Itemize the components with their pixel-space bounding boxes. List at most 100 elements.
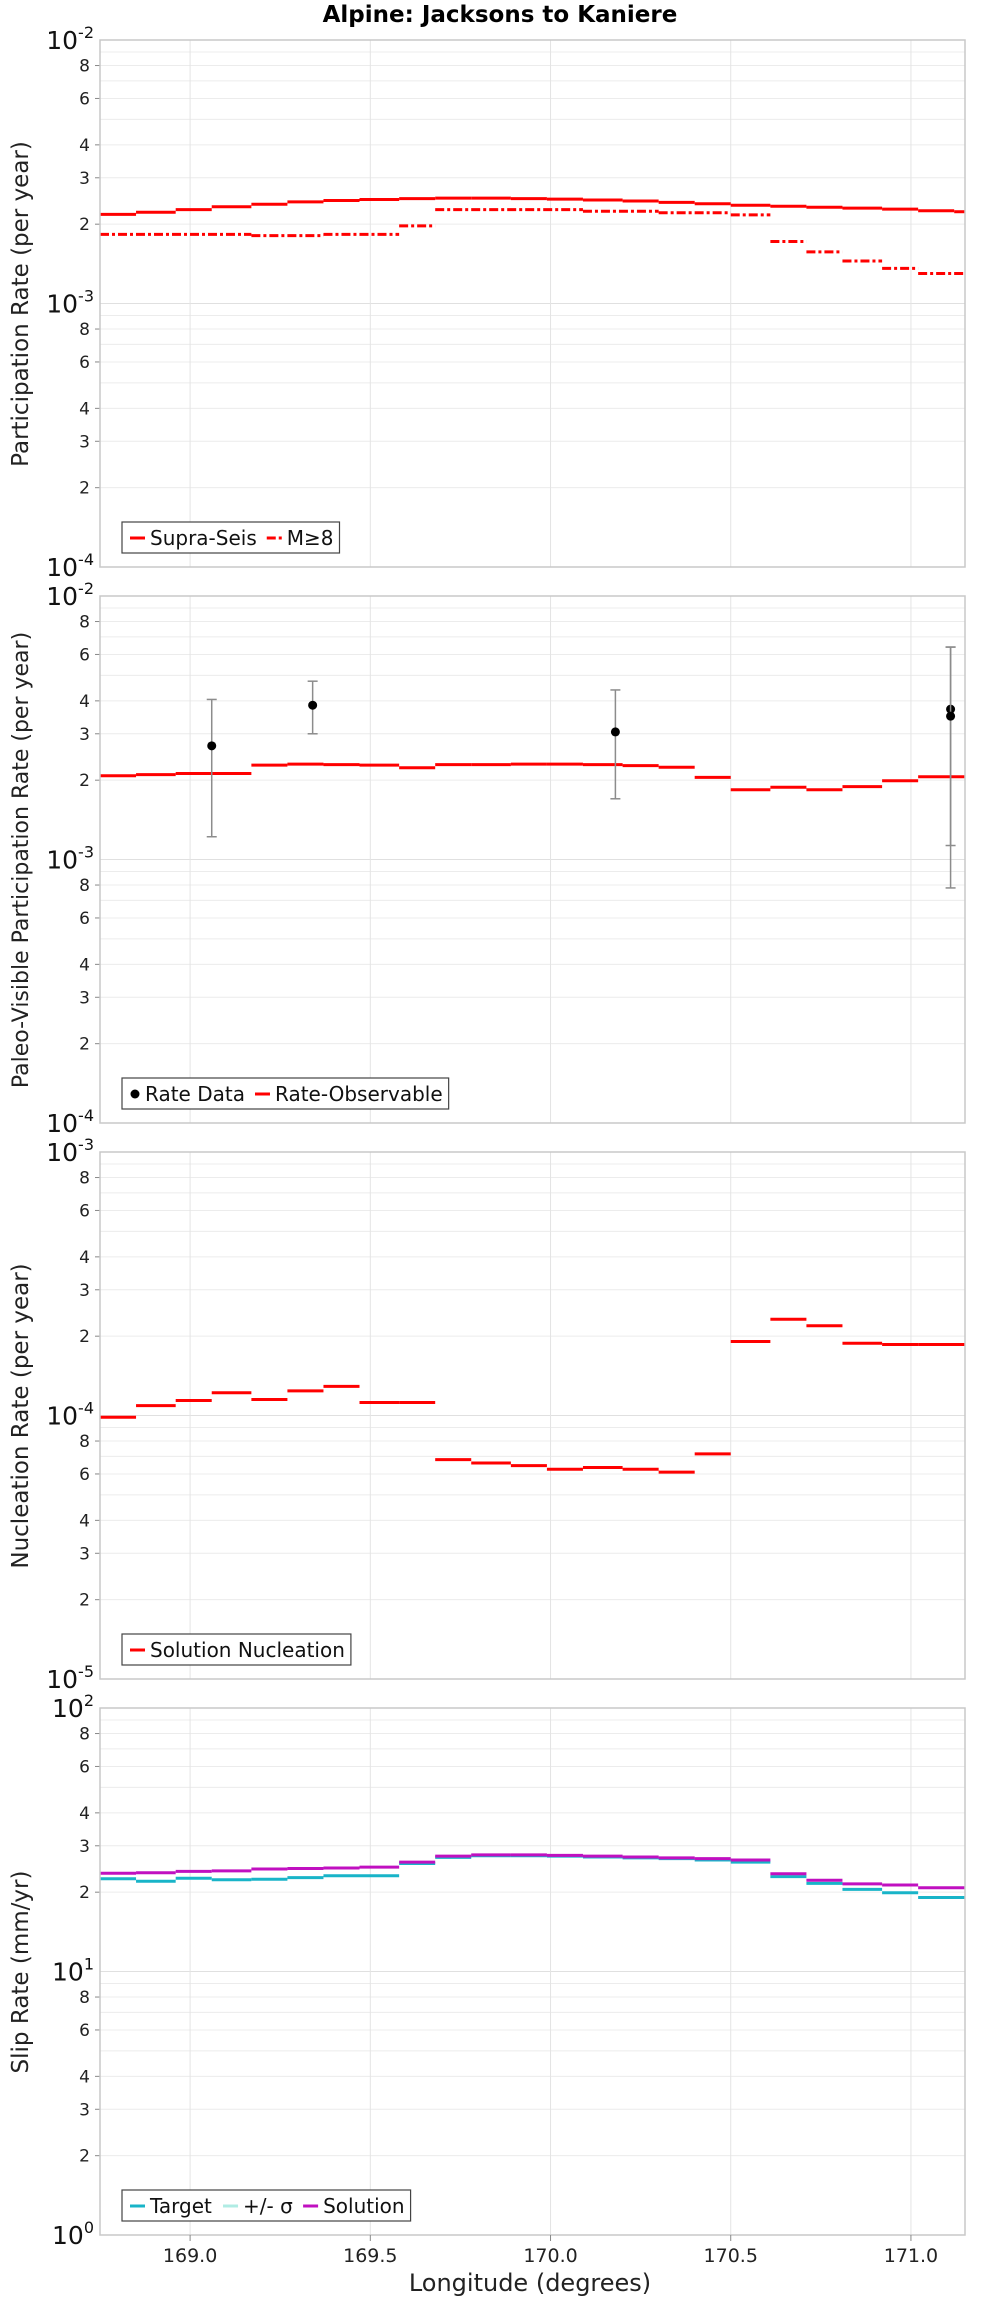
y-minor-tick-label: 4 [79, 2067, 90, 2087]
y-major-tick-exponent: -4 [78, 550, 94, 569]
x-tick-label: 170.0 [523, 2245, 577, 2267]
legend-label: Rate-Observable [275, 1082, 443, 1106]
legend: Supra-Seis M≥8 [121, 521, 341, 554]
y-minor-tick-label: 6 [79, 2021, 90, 2041]
y-minor-tick-label: 8 [79, 1169, 90, 1189]
plot-border [99, 1151, 966, 1680]
y-major-tick-exponent: -3 [78, 1135, 94, 1154]
y-minor-tick-label: 2 [79, 2147, 90, 2167]
legend-label: Solution Nucleation [150, 1638, 345, 1662]
y-minor-tick-label: 3 [79, 1837, 90, 1857]
y-minor-tick-label: 8 [79, 1988, 90, 2008]
y-minor-tick-label: 8 [79, 1725, 90, 1745]
data-marker [207, 741, 217, 751]
y-axis-label: Participation Rate (per year) [8, 141, 34, 467]
y-minor-tick-label: 4 [79, 1248, 90, 1268]
y-minor-tick-label: 8 [79, 1432, 90, 1452]
y-major-tick-exponent: -2 [78, 23, 94, 42]
y-major-tick-label: 101 [52, 1955, 94, 1987]
y-minor-tick-label: 2 [79, 771, 90, 791]
y-minor-tick-label: 2 [79, 1591, 90, 1611]
y-minor-tick-label: 6 [79, 1201, 90, 1221]
y-major-tick-base: 10 [52, 1958, 84, 1987]
y-major-tick-base: 10 [46, 846, 78, 875]
y-major-tick-label: 100 [52, 2218, 94, 2250]
series-m-8 [100, 208, 965, 275]
y-major-tick-base: 10 [46, 1138, 78, 1167]
y-major-tick-base: 10 [52, 2221, 84, 2250]
y-major-tick-exponent: 1 [84, 1955, 94, 1974]
y-major-tick-exponent: -3 [78, 287, 94, 306]
y-major-tick-label: 102 [52, 1691, 94, 1723]
y-major-tick-exponent: -5 [78, 1662, 94, 1681]
y-axis-label: Paleo-Visible Participation Rate (per ye… [9, 632, 34, 1088]
y-major-tick-exponent: 2 [84, 1691, 94, 1710]
x-axis-label: Longitude (degrees) [409, 2269, 651, 2297]
rate-data-point [610, 689, 621, 800]
y-major-tick-base: 10 [46, 26, 78, 55]
y-major-tick-base: 10 [46, 582, 78, 611]
y-minor-tick-label: 2 [79, 1035, 90, 1055]
y-major-tick-base: 10 [52, 1694, 84, 1723]
legend-label: +/- σ [243, 2194, 293, 2218]
series-solution [100, 1853, 965, 1890]
legend-label: Supra-Seis [150, 526, 257, 550]
y-minor-tick-label: 3 [79, 1544, 90, 1564]
legend-marker [130, 1089, 140, 1099]
x-tick-label: 169.5 [343, 2245, 397, 2267]
y-minor-tick-label: 6 [79, 1465, 90, 1485]
y-minor-tick-label: 8 [79, 320, 90, 340]
data-marker [946, 711, 956, 721]
y-major-tick-exponent: -2 [78, 579, 94, 598]
y-major-tick-label: 10-2 [46, 23, 94, 55]
plot-border [99, 1707, 966, 2236]
series-solution-nucleation [100, 1317, 965, 1474]
y-major-tick-label: 10-4 [46, 550, 94, 582]
y-minor-tick-label: 3 [79, 169, 90, 189]
y-major-tick-label: 10-3 [46, 1135, 94, 1167]
series-supra-seis [100, 196, 965, 216]
legend-box [121, 1633, 352, 1666]
x-axis: 169.0 169.5 170.0 170.5 171.0 [163, 2235, 938, 2267]
y-major-tick-label: 10-4 [46, 1399, 94, 1431]
y-minor-tick-label: 3 [79, 2100, 90, 2120]
legend: Target +/- σ Solution [121, 2189, 412, 2222]
legend-label: Target [149, 2194, 212, 2218]
chart-title: Alpine: Jacksons to Kaniere [323, 2, 678, 28]
series-rate-observable [100, 762, 965, 792]
legend-label: Rate Data [145, 1082, 245, 1106]
x-tick-label: 170.5 [704, 2245, 758, 2267]
y-major-tick-base: 10 [46, 553, 78, 582]
y-major-tick-base: 10 [46, 1109, 78, 1138]
y-minor-tick-label: 6 [79, 1757, 90, 1777]
y-major-tick-base: 10 [46, 290, 78, 319]
y-minor-tick-label: 4 [79, 955, 90, 975]
rate-data-point [206, 698, 217, 838]
y-minor-tick-label: 3 [79, 1281, 90, 1301]
rate-data-point [945, 646, 956, 889]
y-minor-tick-label: 3 [79, 432, 90, 452]
y-major-tick-exponent: -4 [78, 1106, 94, 1125]
y-major-tick-base: 10 [46, 1665, 78, 1694]
legend: Solution Nucleation [121, 1633, 352, 1666]
y-minor-tick-label: 8 [79, 876, 90, 896]
y-major-tick-exponent: -4 [78, 1399, 94, 1418]
y-minor-tick-label: 8 [79, 57, 90, 77]
y-minor-tick-label: 2 [79, 215, 90, 235]
data-marker [308, 700, 318, 710]
y-minor-tick-label: 6 [79, 89, 90, 109]
gridlines [100, 1152, 965, 1680]
legend: Rate Data Rate-Observable [121, 1077, 450, 1110]
y-major-tick-label: 10-3 [46, 287, 94, 319]
y-minor-tick-label: 6 [79, 353, 90, 373]
legend-label: Solution [323, 2194, 404, 2218]
gridlines [100, 1708, 965, 2236]
y-major-tick-label: 10-5 [46, 1662, 94, 1694]
y-major-tick-exponent: 0 [84, 2218, 94, 2237]
y-minor-tick-label: 2 [79, 479, 90, 499]
y-minor-tick-label: 4 [79, 136, 90, 156]
